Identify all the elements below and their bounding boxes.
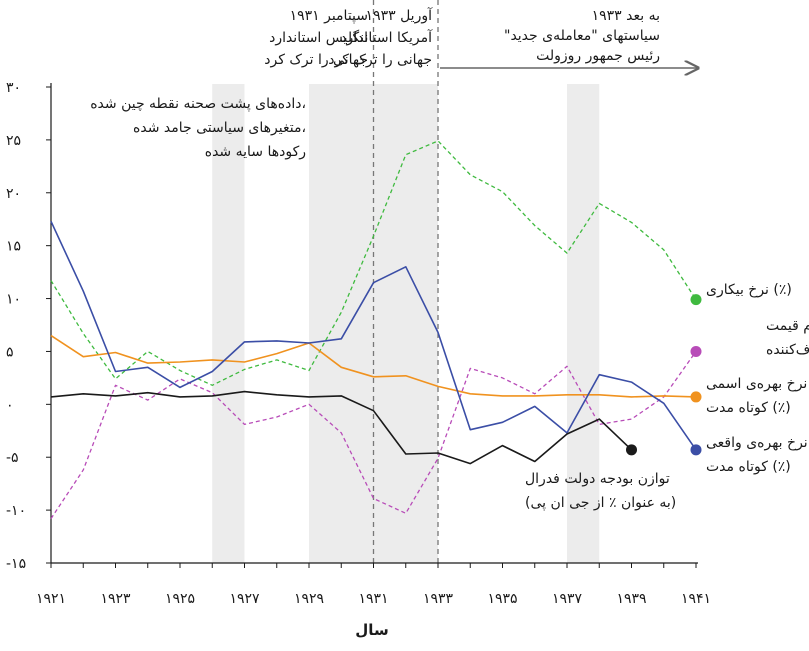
x-tick-label: ۱۹۲۷ [229, 591, 260, 607]
series-lines [50, 140, 697, 519]
note-text: داده‌های پشت صحنه نقطه چین شده، [90, 96, 306, 112]
series-label: (به عنوان ٪ از جی ان پی) [525, 495, 676, 511]
x-tick-label: ۱۹۳۵ [487, 591, 517, 607]
event-1931-text: انگلیس استاندارد [269, 29, 368, 46]
series-label: نرخ بیکاری (٪) [706, 282, 792, 298]
annotations: داده‌های پشت صحنه نقطه چین شده، متغیرهای … [90, 7, 660, 160]
x-tick-label: ۱۹۴۱ [681, 591, 711, 607]
x-axis: ۱۹۲۱ ۱۹۲۳ ۱۹۲۵ ۱۹۲۷ ۱۹۲۹ ۱۹۳۱ ۱۹۳۳ ۱۹۳۵ ۱۹۳۷ ۱۹۳۹… [36, 562, 711, 607]
series-endpoint [690, 345, 702, 357]
series-label: کوتاه مدت (٪) [706, 459, 791, 475]
y-tick-label: ۲۵ [6, 133, 21, 149]
y-tick-label: -۱۰ [6, 503, 26, 519]
recession-band [309, 84, 374, 563]
series-label: نرخ بهره‌ی اسمی [706, 376, 807, 392]
x-tick-label: ۱۹۳۹ [616, 591, 646, 607]
y-tick-label: ۱۰ [6, 292, 21, 308]
recession-band [567, 84, 600, 563]
event-1933-text: آوریل ۱۹۳۳ [366, 7, 434, 24]
event-lines [372, 0, 439, 563]
y-tick-label: -۱۵ [6, 556, 26, 572]
x-tick-label: ۱۹۳۱ [358, 591, 388, 607]
series-label: نرخ بهره‌ی واقعی [706, 435, 808, 451]
series-label: تورم قیمت [766, 318, 809, 334]
series-endpoint [690, 294, 702, 306]
event-1931-text: جهانی را ترک کرد [264, 52, 368, 68]
shaded-recessions [212, 84, 600, 563]
series-label: توازن بودجه دولت فدرال [525, 471, 670, 487]
series-endpoints [626, 294, 702, 456]
x-tick-label: ۱۹۲۵ [165, 591, 195, 607]
series-labels: نرخ بیکاری (٪) تورم قیمت مصرف‌کننده (٪) نرخ… [525, 282, 809, 511]
recession-band [212, 84, 245, 563]
x-axis-title: سال [355, 621, 388, 639]
y-tick-label: ۳۰ [6, 80, 21, 96]
series-endpoint [626, 444, 637, 456]
event-1933-text: آمریکا استاندارد [340, 29, 433, 46]
x-tick-label: ۱۹۳۷ [552, 591, 583, 607]
new-deal-text: "سیاستهای "معامله‌ی جدید [504, 28, 660, 44]
note-text: متغیرهای سیاستی جامد شده، [133, 120, 306, 136]
note-text: رکودها سایه شده [205, 144, 306, 160]
x-tick-label: ۱۹۲۳ [100, 591, 131, 607]
series-label: مصرف‌کننده (٪) [766, 342, 809, 358]
new-deal-text: رئیس جمهور روزولت [536, 48, 660, 64]
series-line [50, 220, 697, 451]
y-tick-label: -۵ [6, 450, 19, 466]
event-1933-text: جهانی را ترک کرد [328, 52, 432, 68]
series-endpoint [690, 391, 702, 403]
y-tick-label: ۵ [6, 344, 14, 360]
y-axis: -۱۵ -۱۰ -۵ ۰ ۵ ۱۰ ۱۵ ۲۰ ۲۵ ۳۰ [6, 80, 52, 572]
recession-band [373, 84, 438, 563]
series-line [50, 390, 633, 465]
series-endpoint [690, 444, 702, 456]
x-tick-label: ۱۹۲۱ [36, 591, 66, 607]
x-tick-label: ۱۹۳۳ [423, 591, 454, 607]
y-tick-label: ۱۵ [6, 239, 21, 255]
series-line [50, 140, 697, 386]
series-line [50, 351, 697, 519]
event-1931-text: سپتامبر ۱۹۳۱ [290, 8, 368, 24]
y-tick-label: ۲۰ [6, 186, 21, 202]
series-label: کوتاه مدت (٪) [706, 400, 791, 416]
y-tick-label: ۰ [6, 397, 14, 413]
x-tick-label: ۱۹۲۹ [294, 591, 324, 607]
new-deal-text: ۱۹۳۳ به بعد [592, 8, 660, 24]
